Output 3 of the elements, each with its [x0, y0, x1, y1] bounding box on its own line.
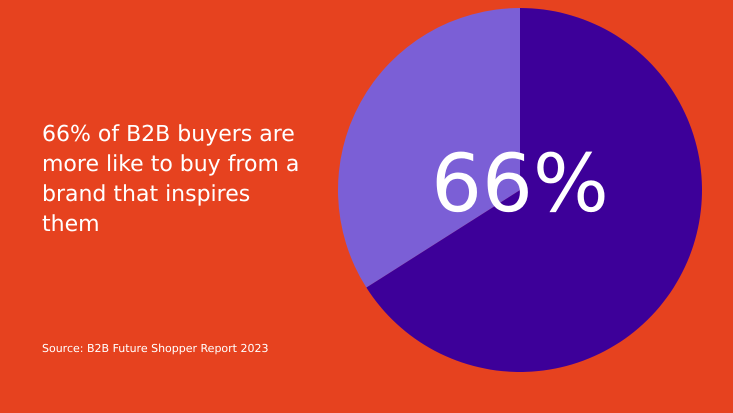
data-label: 66%	[431, 136, 609, 230]
source-note: Source: B2B Future Shopper Report 2023	[42, 341, 270, 357]
text: 66% of B2B buyers are more like to buy from a brand that inspires them	[42, 121, 300, 239]
